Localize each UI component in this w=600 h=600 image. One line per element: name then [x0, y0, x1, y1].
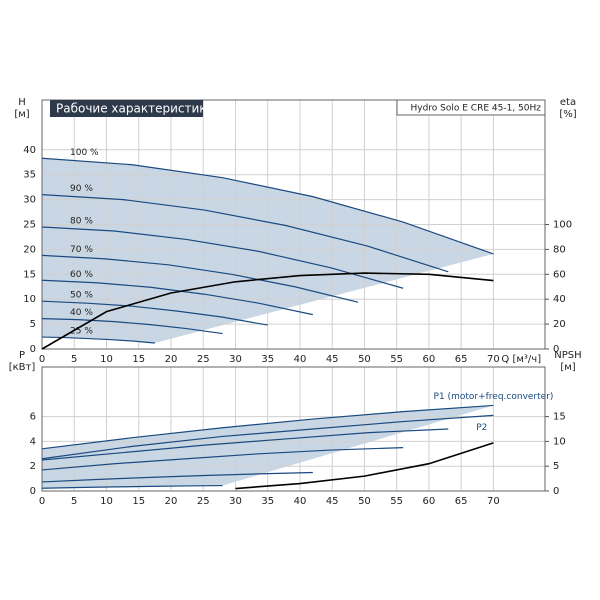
x-tick-label: 10: [100, 354, 113, 365]
y-tick-label: 40: [23, 145, 36, 156]
y-tick-label: 2: [30, 461, 36, 472]
x-tick-label: 5: [71, 354, 77, 365]
series-line: [41, 279, 313, 316]
series-line: [41, 484, 223, 489]
y-tick-label: 4: [30, 436, 36, 447]
y-tick-label: 15: [23, 269, 36, 280]
series-line: [41, 318, 223, 335]
series-label: P2: [476, 423, 487, 433]
x-tick-label: 15: [132, 496, 145, 507]
x-tick-label: 45: [326, 496, 339, 507]
y-axis-label: P: [19, 350, 25, 361]
series-line: [41, 414, 494, 460]
y-tick-label: 0: [30, 344, 36, 355]
x-tick-label: 65: [455, 496, 468, 507]
x-tick-label: 55: [390, 496, 403, 507]
y2-tick-label: 40: [553, 294, 566, 305]
y2-tick-label: 0: [553, 344, 559, 355]
x-tick-label: 50: [358, 354, 371, 365]
series-label: 80 %: [70, 216, 93, 226]
y2-tick-label: 100: [553, 220, 572, 231]
y2-tick-label: 80: [553, 244, 566, 255]
y-axis-unit: [м]: [14, 109, 29, 120]
series-label: 25 %: [70, 327, 93, 337]
series-label: 90 %: [70, 184, 93, 194]
x-tick-label: 65: [455, 354, 468, 365]
plot-frame: [41, 366, 546, 492]
series-line: [41, 272, 494, 350]
x-tick-label: 70: [487, 496, 500, 507]
x-tick-label: 0: [39, 496, 45, 507]
series-label: 60 %: [70, 270, 93, 280]
x-tick-label: 35: [261, 354, 274, 365]
x-tick-label: 45: [326, 354, 339, 365]
x-tick-label: 40: [294, 496, 307, 507]
chart-title: Рабочие характеристики: [56, 102, 214, 116]
series-line: [41, 194, 449, 273]
subtitle-box: [396, 99, 546, 116]
series-label: 50 %: [70, 291, 93, 301]
x-tick-label: 25: [197, 496, 210, 507]
y-tick-label: 10: [23, 294, 36, 305]
y2-axis-label: NPSH: [554, 350, 581, 361]
series-line: [41, 471, 313, 483]
y2-axis-unit: [м]: [560, 362, 575, 373]
y-tick-label: 6: [30, 412, 36, 423]
x-tick-label: 50: [358, 496, 371, 507]
series-line: [41, 447, 404, 471]
x-tick-label: 0: [39, 354, 45, 365]
x-tick-label: 55: [390, 354, 403, 365]
y-tick-label: 0: [30, 486, 36, 497]
y2-tick-label: 10: [553, 436, 566, 447]
x-tick-label: 35: [261, 496, 274, 507]
series-label: 40 %: [70, 308, 93, 318]
title-box: [50, 100, 203, 117]
y-tick-label: 20: [23, 244, 36, 255]
x-tick-label: 60: [423, 496, 436, 507]
y2-tick-label: 15: [553, 412, 566, 423]
y-axis-unit: [кВт]: [9, 362, 36, 373]
x-tick-label: 10: [100, 496, 113, 507]
x-tick-label: 40: [294, 354, 307, 365]
series-label: P1 (motor+freq.converter): [434, 392, 554, 402]
x-tick-label: 60: [423, 354, 436, 365]
x-tick-label: 30: [229, 496, 242, 507]
x-axis-label: Q [м³/ч]: [501, 354, 541, 365]
y2-tick-label: 20: [553, 319, 566, 330]
x-tick-label: 25: [197, 354, 210, 365]
x-tick-label: 15: [132, 354, 145, 365]
x-tick-label: 20: [165, 496, 178, 507]
series-line: [41, 428, 449, 461]
x-tick-label: 70: [487, 354, 500, 365]
x-tick-label: 5: [71, 496, 77, 507]
y2-axis-label: eta: [560, 97, 576, 108]
series-line: [41, 226, 404, 289]
series-line: [41, 404, 494, 450]
y2-tick-label: 5: [553, 461, 559, 472]
series-line: [41, 300, 268, 326]
series-label: 100 %: [70, 148, 99, 158]
y2-tick-label: 0: [553, 486, 559, 497]
series-line: [235, 442, 494, 490]
y-tick-label: 30: [23, 195, 36, 206]
y2-axis-unit: [%]: [559, 109, 576, 120]
x-tick-label: 20: [165, 354, 178, 365]
y-tick-label: 25: [23, 220, 36, 231]
y-axis-label: H: [18, 97, 26, 108]
series-line: [41, 254, 359, 303]
y-tick-label: 35: [23, 170, 36, 181]
series-label: 70 %: [70, 245, 93, 255]
x-tick-label: 30: [229, 354, 242, 365]
plot-frame: [41, 99, 546, 350]
y-tick-label: 5: [30, 319, 36, 330]
chart-subtitle: Hydro Solo E CRE 45-1, 50Hz: [411, 104, 542, 114]
y2-tick-label: 60: [553, 269, 566, 280]
series-line: [41, 157, 494, 255]
